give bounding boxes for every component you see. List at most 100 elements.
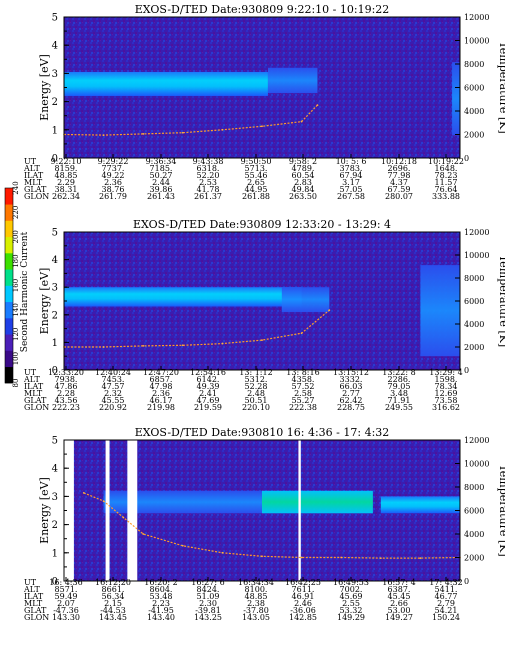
y2-tick-label: 12000 — [464, 228, 489, 237]
ephemeris-row-label: ILAT — [24, 171, 44, 180]
ephemeris-row-label: ALT — [23, 375, 40, 384]
ephemeris-value: 2.23 — [152, 599, 170, 608]
ephemeris-value: 5411. — [435, 585, 458, 594]
chart-title: EXOS-D/TED Date:930810 16: 4:36 - 17: 4:… — [135, 426, 390, 439]
data-gap-2 — [105, 440, 110, 581]
y2-tick-label: 6000 — [464, 507, 484, 516]
y-tick-label: 1 — [52, 548, 58, 559]
ephemeris-value: 9:50:50 — [241, 157, 272, 166]
colorbar-tick-label: 240 — [12, 181, 20, 194]
ephemeris-row-label: GLAT — [24, 185, 47, 194]
ephemeris-value: 48.85 — [55, 171, 78, 180]
ephemeris-value: 263.50 — [289, 192, 317, 201]
temperature-point — [261, 555, 263, 558]
chart-title: EXOS-D/TED Date:930809 12:33:20 - 13:29:… — [133, 218, 391, 231]
ephemeris-value: 8424. — [197, 585, 220, 594]
colorbar-tick-label: 200 — [12, 230, 20, 243]
ephemeris-value: 16:57: 4 — [382, 578, 415, 587]
intensity-band-2 — [281, 287, 330, 313]
ephemeris-value: 7002. — [340, 585, 363, 594]
ephemeris-value: 60.54 — [292, 171, 315, 180]
ephemeris-row-label: GLON — [24, 192, 49, 201]
ephemeris-value: 4.37 — [390, 178, 408, 187]
ephemeris-value: 16: 4:36 — [49, 578, 82, 587]
ephemeris-value: 2.36 — [152, 389, 170, 398]
ephemeris-value: 13:22: 8 — [382, 368, 415, 377]
y2-tick-label: 10000 — [464, 37, 489, 46]
ephemeris-value: 13:29: 4 — [429, 368, 462, 377]
colorbar-tick-label: 120 — [12, 328, 20, 341]
ephemeris-value: 3.48 — [390, 389, 408, 398]
ephemeris-value: 220.92 — [99, 403, 127, 412]
temperature-point — [328, 309, 331, 312]
ephemeris-value: 2.41 — [199, 389, 217, 398]
ephemeris-value: 9:29:22 — [98, 157, 129, 166]
intensity-band-3 — [380, 496, 460, 514]
temperature-point — [419, 557, 422, 559]
temperature-point — [102, 134, 105, 136]
temperature-point — [102, 346, 105, 348]
y-tick-label: 5 — [52, 228, 58, 239]
ephemeris-value: 6857. — [150, 375, 173, 384]
ephemeris-value: 76.64 — [435, 185, 458, 194]
ephemeris-value: 219.59 — [194, 403, 222, 412]
temperature-point — [300, 120, 303, 123]
ephemeris-value: 12:33:20 — [48, 368, 84, 377]
y-tick-label: 0 — [52, 154, 58, 165]
ephemeris-value: 261.37 — [194, 192, 222, 201]
temperature-point — [142, 533, 145, 535]
temperature-point — [181, 344, 184, 347]
ephemeris-value: 52.28 — [245, 382, 268, 391]
temperature-point — [261, 125, 263, 128]
y-tick-label: 2 — [52, 520, 58, 531]
y-tick-label: 2 — [52, 97, 58, 108]
ephemeris-value: 66.03 — [340, 382, 363, 391]
ephemeris-value: 49.39 — [197, 382, 220, 391]
ephemeris-value: 16:49:53 — [333, 578, 369, 587]
ephemeris-value: 45.55 — [102, 396, 125, 405]
temperature-trace — [64, 309, 330, 348]
ephemeris-value: 51.09 — [197, 592, 220, 601]
ephemeris-value: 5713. — [245, 164, 268, 173]
ephemeris-value: 55.27 — [292, 396, 315, 405]
ephemeris-value: 53.00 — [388, 606, 411, 615]
y2-tick-label: 2000 — [464, 131, 484, 140]
colorbar-swatch — [5, 236, 13, 254]
ephemeris-value: 12.69 — [435, 389, 458, 398]
y2-tick-label: 8000 — [464, 60, 484, 69]
ephemeris-value: 2.29 — [57, 178, 75, 187]
chart-panel-1: EXOS-D/TED Date:930809 9:22:10 - 10:19:2… — [23, 3, 505, 201]
ephemeris-value: 52.20 — [197, 171, 220, 180]
ephemeris-value: 43.56 — [55, 396, 78, 405]
y2-tick-label: 12000 — [464, 13, 489, 22]
ephemeris-value: 71.91 — [388, 396, 411, 405]
ephemeris-row-label: MLT — [24, 599, 43, 608]
ephemeris-value: 2.32 — [104, 389, 122, 398]
ephemeris-value: 8661. — [102, 585, 125, 594]
ephemeris-value: 9:22:10 — [51, 157, 82, 166]
ephemeris-value: -39.81 — [195, 606, 221, 615]
ephemeris-value: 6318. — [197, 164, 220, 173]
ephemeris-value: 13: 1:12 — [239, 368, 272, 377]
ephemeris-value: 12:40:24 — [95, 368, 131, 377]
ephemeris-value: 261.43 — [147, 192, 175, 201]
ephemeris-value: 1598. — [435, 375, 458, 384]
ephemeris-value: 67.94 — [340, 171, 363, 180]
ephemeris-row-label: UT — [24, 368, 37, 377]
ephemeris-value: 38.31 — [55, 185, 78, 194]
ephemeris-value: 2.77 — [342, 389, 360, 398]
ephemeris-value: 53.32 — [340, 606, 363, 615]
ephemeris-value: 2.38 — [247, 599, 265, 608]
ephemeris-row-label: ALT — [23, 164, 40, 173]
y-tick-label: 4 — [52, 41, 58, 52]
ephemeris-value: 46.91 — [292, 592, 315, 601]
y2-tick-label: 6000 — [464, 297, 484, 306]
data-gap-3 — [127, 440, 138, 581]
ephemeris-value: 10: 5: 6 — [336, 157, 367, 166]
y2-tick-label: 0 — [464, 154, 469, 163]
ephemeris-value: 249.55 — [385, 403, 413, 412]
temperature-point — [221, 342, 224, 345]
colorbar-tick-label: 100 — [12, 352, 20, 365]
ephemeris-value: 316.62 — [432, 403, 460, 412]
colorbar-swatch — [5, 220, 13, 238]
